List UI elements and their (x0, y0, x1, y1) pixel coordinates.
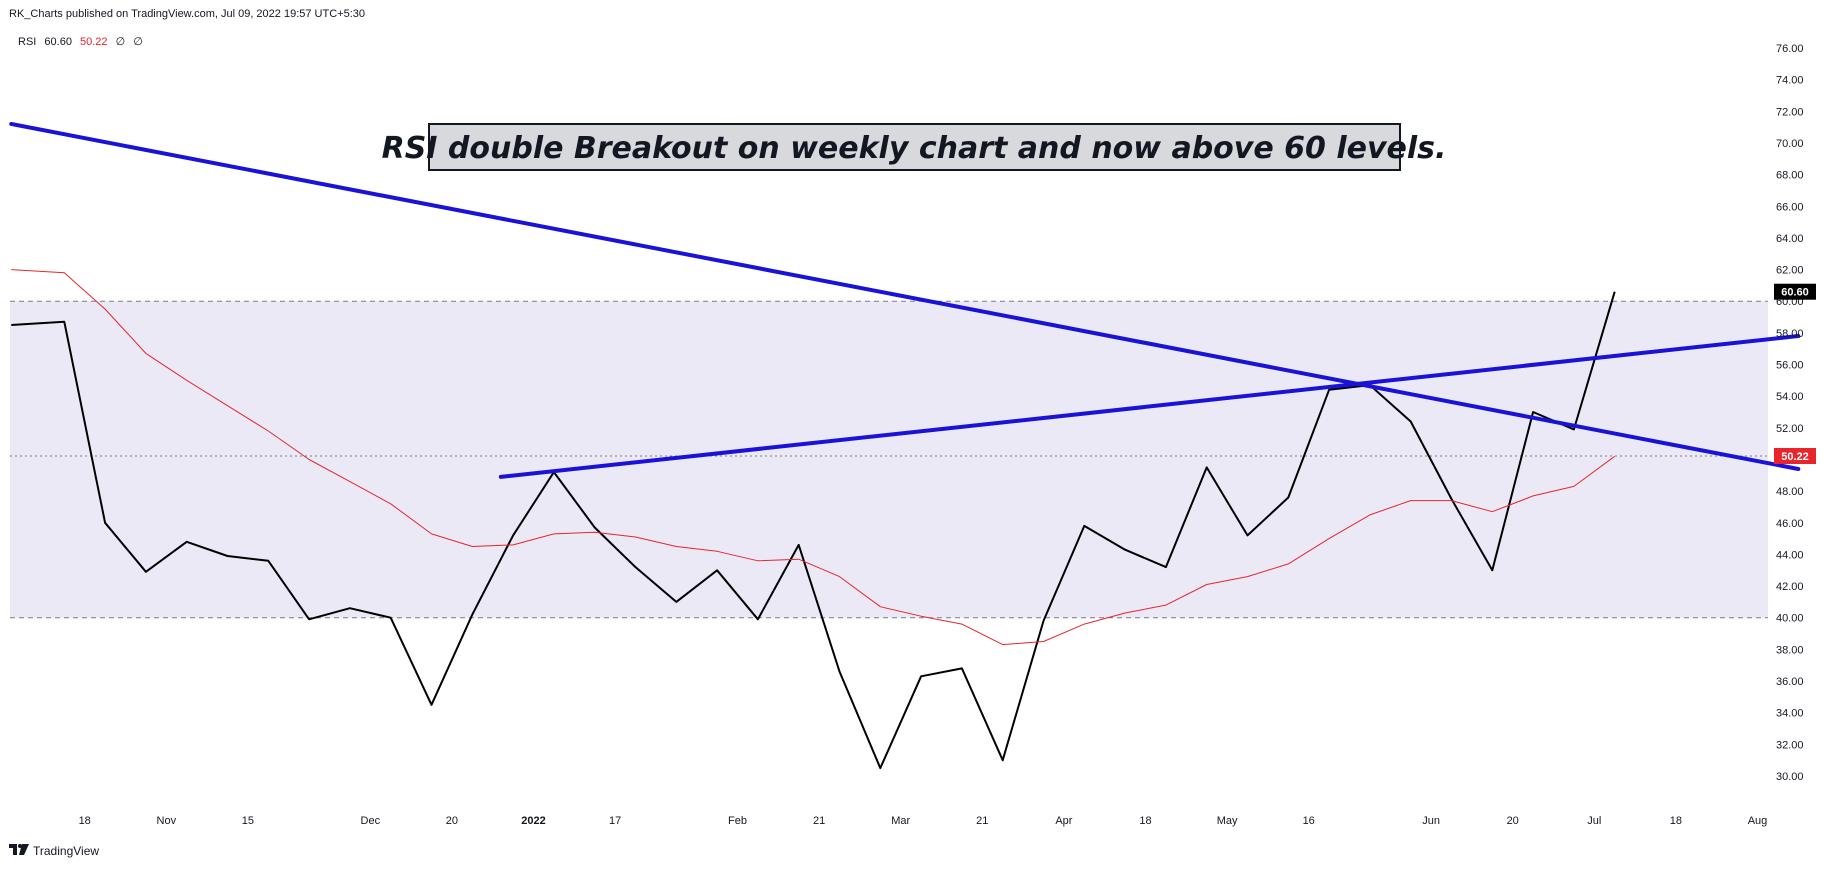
rsi-band-fill (10, 301, 1768, 618)
y-tick-label: 44.00 (1776, 549, 1804, 561)
y-tick-label: 42.00 (1776, 581, 1804, 593)
price-badges: 60.60 50.22 (1774, 283, 1816, 464)
legend-name: RSI (18, 36, 37, 48)
x-tick-label: 2022 (521, 815, 545, 827)
x-tick-label: Nov (157, 815, 177, 827)
indicator-legend[interactable]: RSI 60.60 50.22 ∅ ∅ (18, 35, 148, 48)
y-tick-label: 46.00 (1776, 518, 1804, 530)
y-tick-label: 30.00 (1776, 771, 1804, 783)
y-tick-label: 68.00 (1776, 170, 1804, 182)
y-tick-label: 64.00 (1776, 233, 1804, 245)
footer-brand-text: TradingView (33, 844, 100, 858)
legend-rsi-value: 60.60 (44, 36, 72, 48)
x-tick-label: 17 (609, 815, 621, 827)
x-tick-label: 15 (242, 815, 254, 827)
annotation-layer[interactable]: RSI double Breakout on weekly chart and … (382, 123, 1447, 171)
y-tick-label: 48.00 (1776, 486, 1804, 498)
publish-header: RK_Charts published on TradingView.com, … (9, 8, 365, 20)
trendline-2[interactable] (498, 334, 1801, 479)
x-tick-label: 20 (446, 815, 458, 827)
legend-extra-1: ∅ (115, 36, 126, 48)
annotation-text: RSI double Breakout on weekly chart and … (382, 131, 1447, 166)
y-tick-label: 76.00 (1776, 43, 1804, 55)
y-tick-label: 70.00 (1776, 138, 1804, 150)
x-tick-label: Jun (1422, 815, 1440, 827)
annotation-box[interactable] (428, 123, 1401, 171)
y-tick-label: 40.00 (1776, 613, 1804, 625)
publish-text: RK_Charts published on TradingView.com, … (9, 8, 365, 20)
y-tick-label: 74.00 (1776, 75, 1804, 87)
x-tick-label: 16 (1303, 815, 1315, 827)
rsi-band-layer (10, 300, 1768, 619)
legend-ma-value: 50.22 (80, 36, 108, 48)
y-tick-label: 36.00 (1776, 676, 1804, 688)
x-tick-label: 18 (79, 815, 91, 827)
y-tick-label: 38.00 (1776, 644, 1804, 656)
y-tick-label: 34.00 (1776, 708, 1804, 720)
price-badge-ma (1774, 447, 1816, 464)
x-tick-label: Dec (361, 815, 381, 827)
x-tick-label: 20 (1507, 815, 1519, 827)
y-tick-label: 66.00 (1776, 201, 1804, 213)
x-tick-label: Jul (1587, 815, 1601, 827)
y-tick-label: 56.00 (1776, 360, 1804, 372)
trendline-layer[interactable] (9, 121, 1801, 479)
x-tick-label: 21 (976, 815, 988, 827)
x-tick-label: 18 (1670, 815, 1682, 827)
tradingview-logo-icon (9, 844, 29, 858)
y-axis[interactable]: 30.00 32.00 34.00 36.00 38.00 40.00 42.00 44.00… (1776, 43, 1804, 783)
series-layer (11, 269, 1616, 770)
y-tick-label: 54.00 (1776, 391, 1804, 403)
x-tick-label: Feb (728, 815, 747, 827)
x-tick-label: May (1217, 815, 1238, 827)
x-tick-label: Mar (891, 815, 910, 827)
y-tick-label: 52.00 (1776, 423, 1804, 435)
x-tick-label: 21 (813, 815, 825, 827)
series-line-ma (11, 269, 1615, 646)
x-tick-label: Aug (1748, 815, 1768, 827)
series-line-rsi (11, 291, 1616, 770)
price-badge-rsi (1774, 283, 1816, 300)
price-badge-text: 60.60 (1781, 287, 1809, 299)
trendline-1[interactable] (9, 121, 1801, 471)
x-tick-label: Apr (1055, 815, 1072, 827)
x-tick-label: 18 (1139, 815, 1151, 827)
price-badge-text: 50.22 (1781, 451, 1809, 463)
y-tick-label: 32.00 (1776, 739, 1804, 751)
y-tick-label: 58.00 (1776, 328, 1804, 340)
footer-brand[interactable]: TradingView (9, 844, 99, 858)
x-axis[interactable]: 18 Nov 15 Dec 20 2022 17 Feb 21 Mar 21 Apr 18 May 16 Ju… (79, 815, 1768, 827)
y-tick-label: 72.00 (1776, 106, 1804, 118)
legend-extra-2: ∅ (133, 36, 143, 48)
y-tick-label: 62.00 (1776, 265, 1804, 277)
